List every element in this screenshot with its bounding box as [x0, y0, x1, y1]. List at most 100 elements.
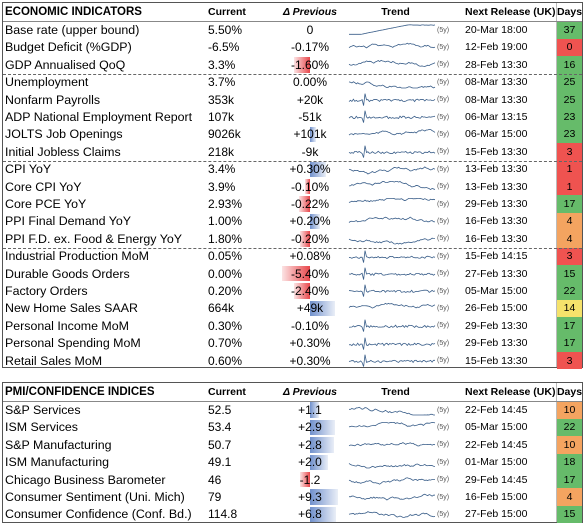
days-until-release: 23	[563, 111, 576, 124]
trend-sparkline	[348, 74, 436, 91]
delta-cell: +2.9	[273, 419, 347, 436]
indicator-row: Nonfarm Payrolls 353k +20k (5y) 08-Mar 13:30…	[3, 91, 582, 109]
delta-bar-positive	[310, 437, 334, 453]
trend-sparkline	[348, 108, 436, 125]
delta-cell: +0.30%	[273, 161, 347, 178]
current-value: 1.80%	[208, 231, 243, 246]
indicator-row: ISM Services 53.4 +2.9 (5y) 05-Mar 15:00 22	[3, 418, 582, 437]
current-value: 3.4%	[208, 162, 236, 177]
next-release-column-header: Next Release (UK)	[465, 5, 556, 18]
delta-value: +1.1	[298, 403, 322, 418]
delta-value: -0.10%	[290, 179, 330, 194]
current-value: 49.1	[208, 455, 232, 470]
days-until-release: 3	[566, 354, 573, 367]
current-value: 218k	[208, 144, 235, 159]
days-until-release: 17	[563, 337, 576, 350]
days-cell-background	[557, 401, 582, 419]
indicator-row: JOLTS Job Openings 9026k +101k (5y) 06-Mar 1…	[3, 125, 582, 144]
delta-value: 0.00%	[292, 75, 328, 90]
days-until-release: 22	[563, 421, 576, 434]
trend-period-label: (5y)	[437, 287, 450, 295]
indicator-name: PPI Final Demand YoY	[5, 214, 132, 229]
current-value: 46	[208, 472, 222, 487]
delta-cell: -5.40%	[273, 265, 347, 282]
indicator-row: ADP National Employment Report 107k -51k (5…	[3, 108, 582, 126]
delta-bar-negative	[299, 231, 310, 247]
days-cell-background	[557, 125, 582, 144]
delta-value: -1.60%	[290, 57, 330, 72]
days-until-release: 25	[563, 93, 576, 106]
trend-sparkline	[348, 230, 436, 247]
current-value: 9026k	[208, 127, 241, 142]
next-release-date: 29-Feb 14:45	[465, 473, 528, 486]
delta-value: +6.8	[298, 507, 322, 522]
current-value: 0.00%	[208, 266, 243, 281]
current-value: 664k	[208, 301, 235, 316]
indicator-name: Chicago Business Barometer	[5, 472, 166, 487]
trend-sparkline	[348, 195, 436, 212]
indicator-name: Consumer Confidence (Conf. Bd.)	[5, 507, 192, 522]
days-cell-background	[557, 505, 582, 524]
trend-sparkline	[348, 213, 436, 230]
trend-period-label: (5y)	[437, 304, 450, 312]
delta-value: -0.10%	[290, 318, 330, 333]
current-value: 50.7	[208, 437, 232, 452]
days-cell-background	[557, 73, 582, 91]
current-value: 2.93%	[208, 197, 243, 212]
current-value: 114.8	[208, 507, 238, 522]
trend-period-label: (5y)	[437, 441, 450, 449]
next-release-date: 08-Mar 13:30	[465, 76, 528, 89]
next-release-date: 22-Feb 14:45	[465, 404, 528, 417]
delta-bar-negative	[294, 283, 310, 299]
next-release-date: 16-Feb 13:30	[465, 232, 528, 245]
group-separator	[3, 160, 582, 162]
group-separator	[3, 73, 582, 75]
delta-bar-negative	[282, 266, 310, 282]
indicator-name: Personal Spending MoM	[5, 336, 141, 351]
delta-value: -51k	[298, 110, 322, 125]
delta-cell: -9k	[273, 143, 347, 160]
trend-period-label: (5y)	[437, 235, 450, 243]
next-release-date: 27-Feb 15:00	[465, 508, 528, 521]
days-cell-background	[557, 418, 582, 437]
indicator-row: Core PCE YoY 2.93% -0.22% (5y) 29-Feb 13:30 1…	[3, 195, 582, 213]
trend-sparkline	[348, 248, 436, 265]
days-cell-background	[557, 178, 582, 196]
header-underline	[3, 21, 582, 23]
trend-period-label: (5y)	[437, 183, 450, 191]
trend-period-label: (5y)	[437, 270, 450, 278]
days-until-release: 15	[563, 508, 576, 521]
indicator-name: Nonfarm Payrolls	[5, 92, 101, 107]
days-until-release: 4	[566, 232, 573, 245]
indicator-row: Core CPI YoY 3.9% -0.10% (5y) 13-Feb 13:30 1	[3, 178, 582, 196]
days-until-release: 25	[563, 76, 576, 89]
delta-column-header: Δ Previous	[283, 385, 337, 398]
indicator-name: Industrial Production MoM	[5, 249, 149, 264]
trend-sparkline	[348, 56, 436, 73]
delta-bar-positive	[310, 506, 336, 523]
delta-bar-positive	[310, 402, 320, 418]
next-release-date: 22-Feb 14:45	[465, 438, 528, 451]
delta-value: -5.40%	[290, 266, 330, 281]
days-cell-background	[557, 212, 582, 231]
indicator-row: Base rate (upper bound) 5.50% 0 (5y) 20-Mar …	[3, 21, 582, 39]
next-release-date: 20-Mar 18:00	[465, 24, 528, 37]
delta-bar-positive	[310, 489, 339, 505]
next-release-date: 12-Feb 19:00	[465, 41, 528, 54]
delta-value: -0.17%	[290, 40, 330, 55]
delta-value: -0.22%	[290, 197, 330, 212]
delta-cell: +0.08%	[273, 248, 347, 265]
trend-sparkline	[348, 335, 436, 352]
next-release-date: 15-Feb 13:30	[465, 145, 528, 158]
indicator-name: Initial Jobless Claims	[5, 144, 121, 159]
trend-period-label: (5y)	[437, 200, 450, 208]
days-cell-background	[557, 334, 582, 352]
trend-sparkline	[348, 282, 436, 299]
delta-cell: -0.10%	[273, 178, 347, 195]
current-value: 1.00%	[208, 214, 243, 229]
indicator-row: Industrial Production MoM 0.05% +0.08% (5y)…	[3, 247, 582, 265]
days-until-release: 3	[566, 250, 573, 263]
delta-cell: +101k	[273, 126, 347, 143]
trend-column-header: Trend	[381, 5, 410, 18]
days-column-header: Days	[556, 5, 583, 18]
